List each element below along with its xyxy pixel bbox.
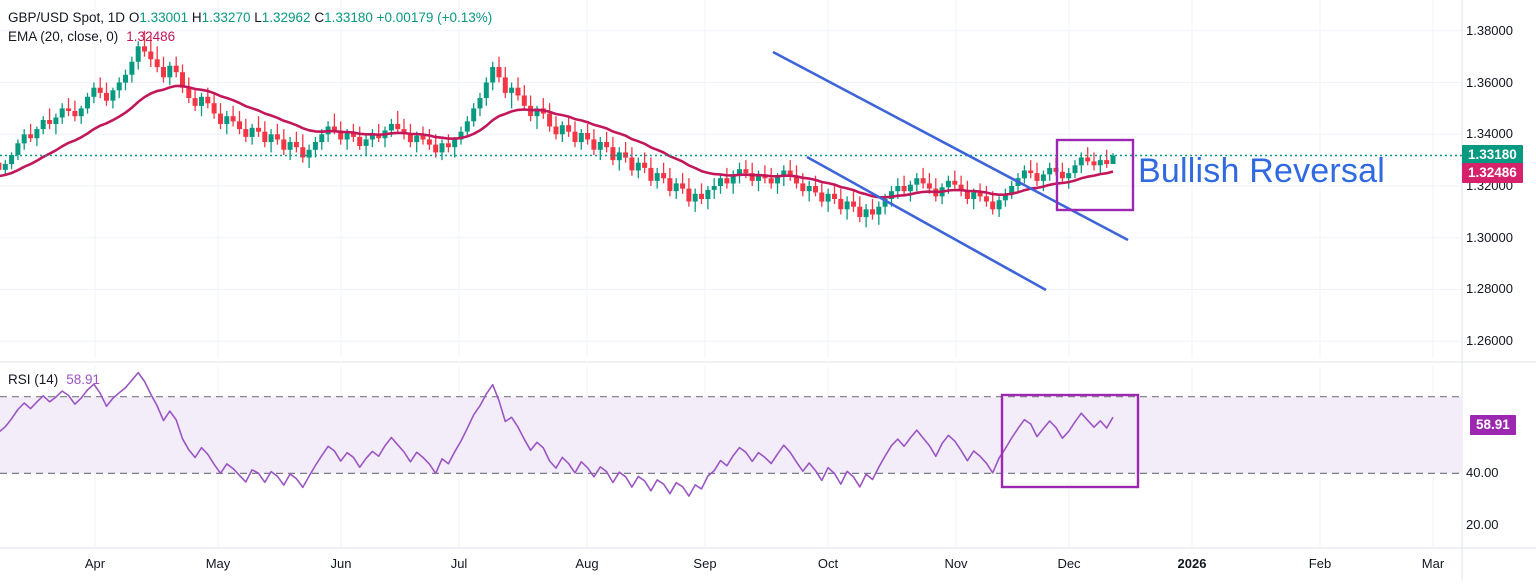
rsi-label: RSI (14) xyxy=(8,372,59,387)
rsi-tick-40.00: 40.00 xyxy=(1466,465,1499,481)
rsi-legend: RSI (14) 58.91 xyxy=(8,371,100,389)
time-tick-Oct: Oct xyxy=(817,556,839,571)
price-badge[interactable]: 1.32486 xyxy=(1462,163,1523,184)
price-tick-1.28000: 1.28000 xyxy=(1466,281,1513,297)
time-tick-Aug: Aug xyxy=(575,556,599,571)
channel-upper xyxy=(772,50,1129,242)
rsi-line xyxy=(0,371,1114,497)
price-tick-1.38000: 1.38000 xyxy=(1466,22,1513,38)
time-tick-Mar: Mar xyxy=(1421,556,1445,571)
time-tick-Feb: Feb xyxy=(1308,556,1332,571)
rsi-tick-20.00: 20.00 xyxy=(1466,516,1499,532)
rsi-band xyxy=(0,396,1462,474)
time-tick-Jun: Jun xyxy=(330,556,352,571)
time-tick-Nov: Nov xyxy=(944,556,968,571)
price-tick-1.30000: 1.30000 xyxy=(1466,229,1513,245)
time-tick-Apr: Apr xyxy=(84,556,106,571)
ema-line xyxy=(0,84,1114,199)
time-tick-Jul: Jul xyxy=(450,556,468,571)
price-tick-1.36000: 1.36000 xyxy=(1466,74,1513,90)
price-tick-1.34000: 1.34000 xyxy=(1466,126,1513,142)
bullish-reversal-annotation: Bullish Reversal xyxy=(1138,152,1385,190)
rsi-value: 58.91 xyxy=(66,372,101,387)
time-tick-2026: 2026 xyxy=(1177,556,1207,571)
rsi-badge[interactable]: 58.91 xyxy=(1470,415,1516,436)
time-tick-Dec: Dec xyxy=(1057,556,1081,571)
channel-lower xyxy=(806,155,1047,292)
time-tick-May: May xyxy=(205,556,231,571)
rsi-reversal-box xyxy=(1000,393,1140,489)
price-badge[interactable]: 1.33180 xyxy=(1462,145,1523,166)
time-tick-Sep: Sep xyxy=(693,556,717,571)
price-reversal-box xyxy=(1055,138,1135,212)
price-tick-1.26000: 1.26000 xyxy=(1466,333,1513,349)
candlestick-series xyxy=(0,30,1116,228)
